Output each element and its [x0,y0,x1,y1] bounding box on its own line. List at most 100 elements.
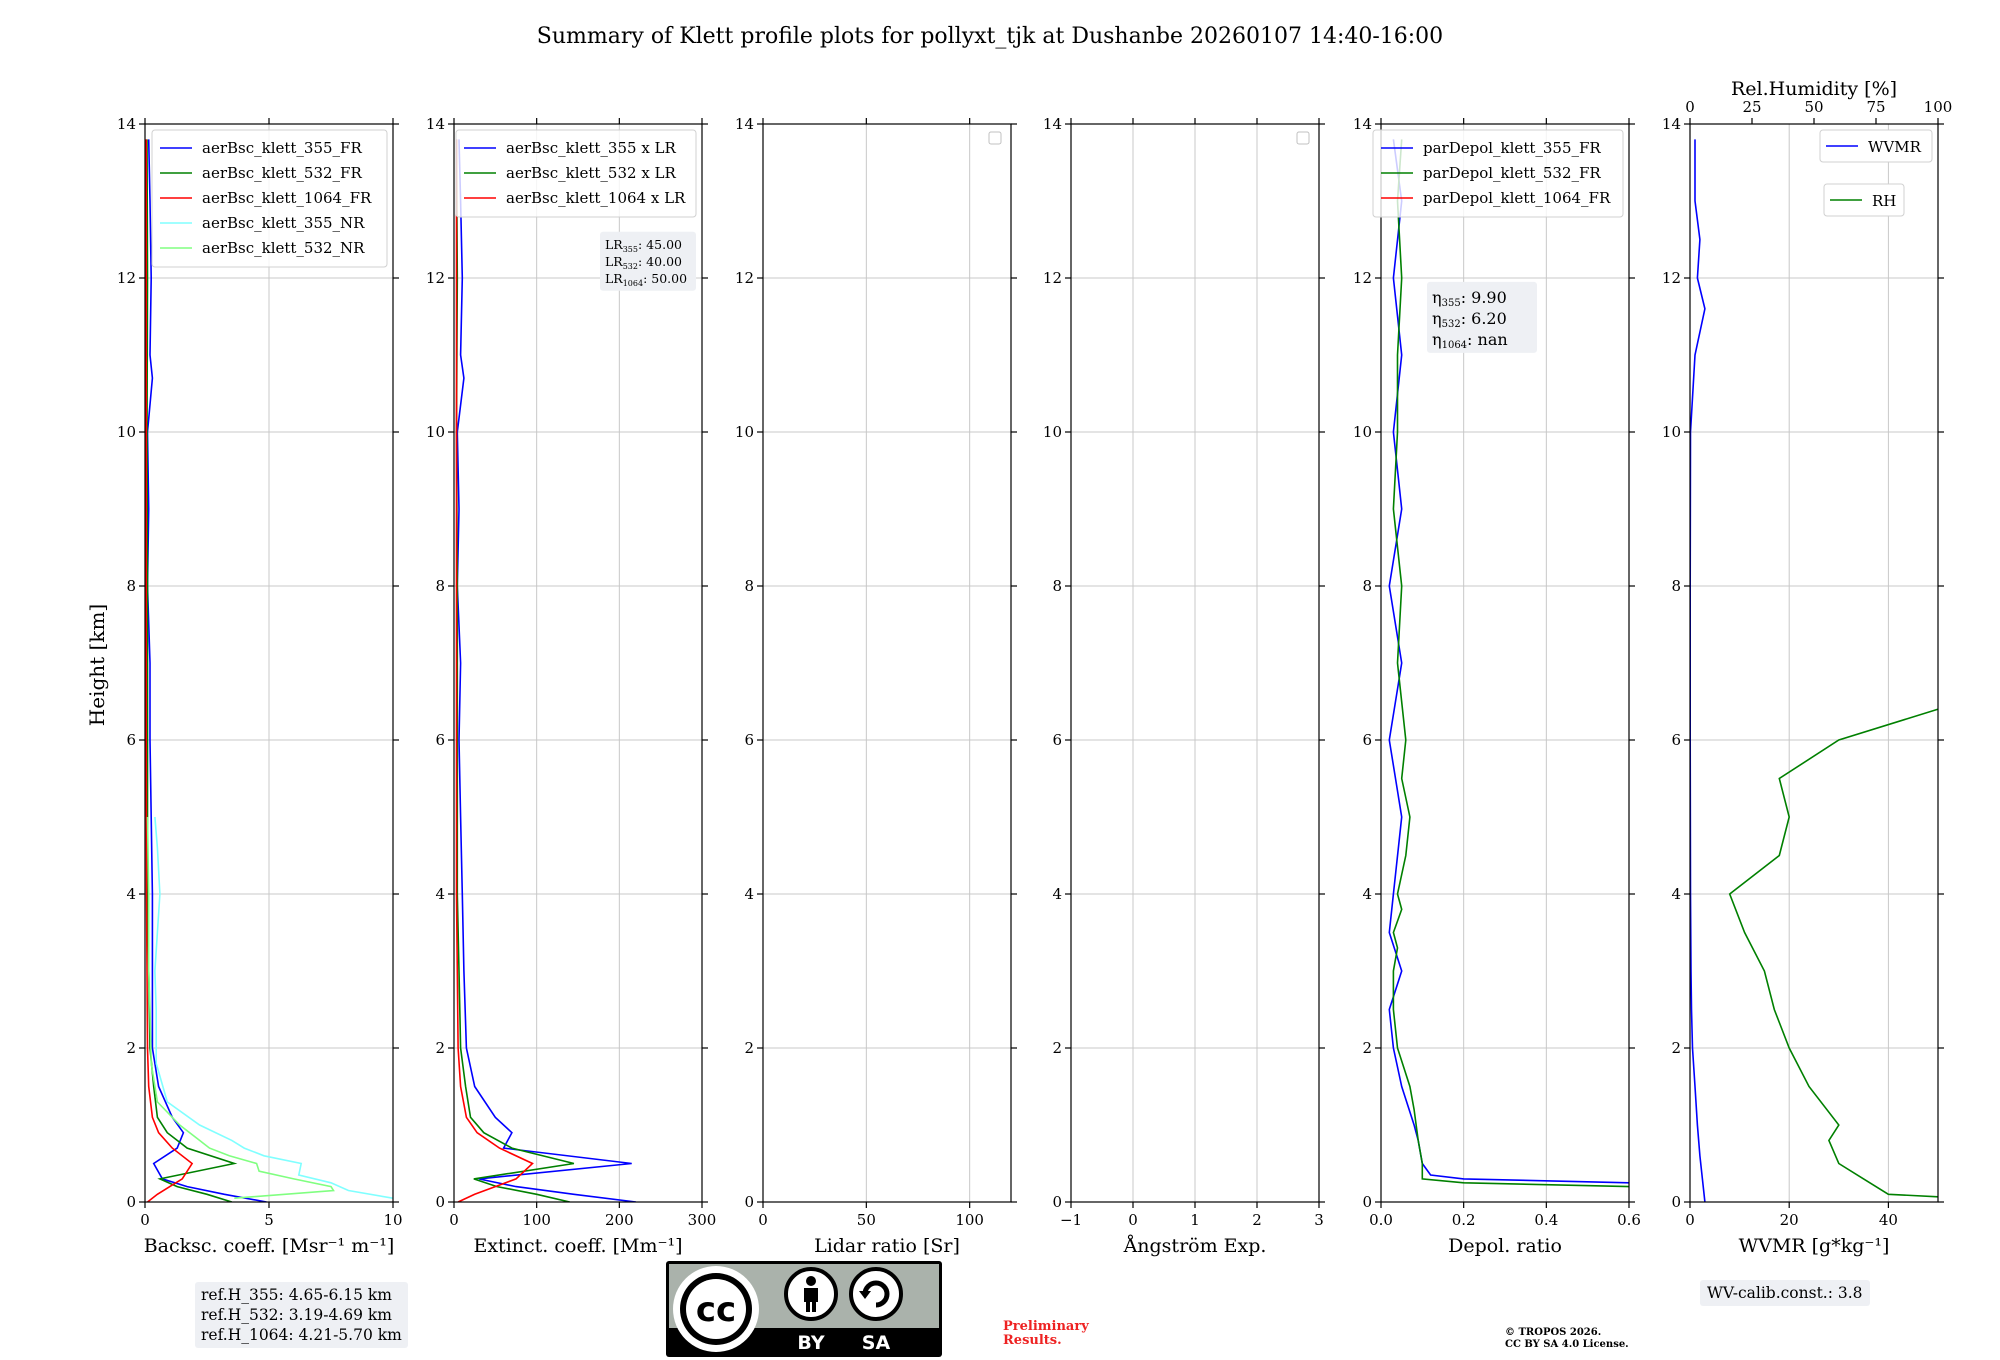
y-tick-label: 4 [744,885,754,903]
y-tick-label: 0 [1362,1193,1372,1211]
legend-entry-aerbsc-klett-355-fr: aerBsc_klett_355_FR [202,139,362,157]
legend-entry-aerbsc-klett-355-nr: aerBsc_klett_355_NR [202,214,365,232]
y-tick-label: 0 [435,1193,445,1211]
reference-height-box: ref.H_355: 4.65-6.15 km ref.H_532: 3.19-… [195,1282,408,1348]
legend-entry-aerbsc-klett-1064-fr: aerBsc_klett_1064_FR [202,189,372,207]
legend-entry-label: WVMR [1868,138,1922,156]
copyright-line-2: CC BY SA 4.0 License. [1505,1339,1629,1350]
y-tick-label: 2 [1052,1039,1062,1057]
legend-entry-aerbsc-klett-532-fr: aerBsc_klett_532_FR [202,164,362,182]
figure-title: Summary of Klett profile plots for polly… [537,24,1443,49]
y-tick-label: 4 [435,885,445,903]
y-tick-label: 6 [1362,731,1372,749]
annotation-box [600,231,696,291]
legend-frame [1372,129,1624,218]
y-tick-label: 2 [1671,1039,1681,1057]
x-tick-label: 100 [522,1211,551,1229]
x-tick-label: 0 [1128,1211,1138,1229]
axes-frame [1380,123,1630,1203]
legend-rh: RH [1823,183,1905,217]
y-tick-label: 10 [117,423,136,441]
annotation-line: LR355: 45.00 [605,237,682,254]
legend-entry-aerbsc-klett-532-x-lr: aerBsc_klett_532 x LR [506,164,677,182]
series-line-rh [1728,708,1938,1198]
legend-wvmr: WVMR [1819,129,1933,163]
series-line-aerbsc-klett-355-fr [146,139,267,1202]
x-tick-label: 100 [955,1211,984,1229]
series-line-wvmr [1690,139,1706,1202]
series-line-aerbsc-klett-532-fr [146,139,238,1202]
y-tick-label: 14 [1353,115,1372,133]
y-tick-label: 0 [1671,1193,1681,1211]
y-tick-label: 8 [744,577,754,595]
axes-frame [762,123,1012,1203]
series-line-aerbsc-klett-532-x-lr [455,139,575,1202]
x-axis-label: WVMR [g*kg⁻¹] [1739,1235,1890,1257]
top-x-tick-label: 75 [1866,98,1885,116]
ref-h-1064: ref.H_1064: 4.21-5.70 km [201,1326,402,1344]
y-tick-label: 2 [1362,1039,1372,1057]
annotation-box [1427,281,1537,353]
share-alike-icon [849,1267,903,1321]
axes-frame [453,123,703,1203]
y-tick-label: 4 [1052,885,1062,903]
y-tick-label: 12 [1353,269,1372,287]
x-tick-label: 300 [688,1211,717,1229]
y-tick-label: 6 [1052,731,1062,749]
top-x-tick-label: 25 [1742,98,1761,116]
x-axis-label: Depol. ratio [1448,1235,1562,1257]
copyright-note: © TROPOS 2026. CC BY SA 4.0 License. [1505,1327,1629,1351]
y-tick-label: 12 [117,269,136,287]
cc-logo-text: cc [696,1290,736,1330]
legend-frame [455,129,697,218]
legend-frame [1823,183,1905,217]
x-tick-label: 0.4 [1534,1211,1558,1229]
y-tick-label: 12 [735,269,754,287]
preliminary-line-2: Results. [1003,1333,1062,1348]
legend-entry-aerbsc-klett-532-nr: aerBsc_klett_532_NR [202,239,365,257]
legend-entry-label: RH [1872,192,1896,210]
x-tick-label: 40 [1879,1211,1898,1229]
y-tick-label: 6 [126,731,136,749]
ref-h-355: ref.H_355: 4.65-6.15 km [201,1286,392,1304]
y-tick-label: 2 [435,1039,445,1057]
x-tick-label: 0 [758,1211,768,1229]
legend-entry-pardepol-klett-532-fr: parDepol_klett_532_FR [1423,164,1601,182]
panel-lidar-ratio: 0 2 4 6 8 10 12 14 0 50 100 Lidar ratio [Sr] [735,115,1017,1257]
y-tick-label: 6 [744,731,754,749]
y-tick-label: 8 [1362,577,1372,595]
legend-entry-pardepol-klett-355-fr: parDepol_klett_355_FR [1423,139,1601,157]
y-tick-label: 8 [126,577,136,595]
preliminary-line-1: Preliminary [1003,1319,1089,1334]
y-tick-label: 12 [1662,269,1681,287]
top-x-tick-label: 50 [1804,98,1823,116]
y-tick-label: 14 [1043,115,1062,133]
series-line-aerbsc-klett-532-nr [146,816,335,1199]
x-tick-label: 20 [1780,1211,1799,1229]
x-tick-label: 2 [1252,1211,1262,1229]
y-tick-label: 14 [426,115,445,133]
y-tick-label: 4 [126,885,136,903]
y-tick-label: 6 [435,731,445,749]
legend-frame [1819,129,1933,163]
legend: aerBsc_klett_355_FR aerBsc_klett_532_FRae… [151,129,388,268]
x-tick-label: 0 [1685,1211,1695,1229]
y-tick-label: 10 [426,423,445,441]
y-tick-label: 8 [435,577,445,595]
y-tick-label: 8 [1052,577,1062,595]
y-tick-label: 2 [744,1039,754,1057]
ref-h-532: ref.H_532: 3.19-4.69 km [201,1306,392,1324]
y-tick-label: 6 [1671,731,1681,749]
series-group [455,139,636,1202]
x-tick-label: 0 [449,1211,459,1229]
x-tick-label: 50 [857,1211,876,1229]
x-tick-label: 3 [1314,1211,1324,1229]
y-tick-label: 14 [117,115,136,133]
y-tick-label: 10 [735,423,754,441]
series-line-aerbsc-klett-355-x-lr [456,139,636,1202]
y-tick-label: 4 [1671,885,1681,903]
copyright-line-1: © TROPOS 2026. [1505,1327,1602,1338]
